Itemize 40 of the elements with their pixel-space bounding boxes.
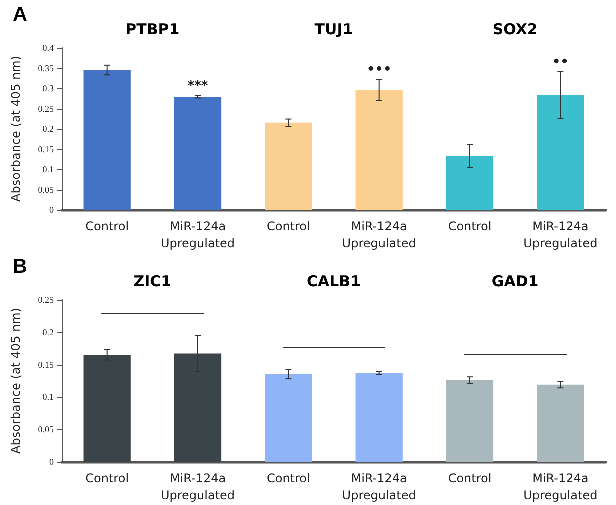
y-tick-label: 0.15 [38,360,54,370]
y-tick-label: 0 [50,457,54,467]
data-label: *** [188,78,208,94]
text: GAD1 [492,272,539,290]
y-tick-label: 0.1 [42,164,54,174]
y-axis-title: Absorbance (at 405 nm) [9,308,23,454]
y-tick-label: 0.4 [42,43,54,53]
y-tick-label: 0.25 [38,104,54,114]
text: ZIC1 [134,272,172,290]
y-tick-label: 0.05 [38,184,54,195]
x-tick-label: Control [448,220,492,234]
y-tick-label: 0.35 [38,63,54,74]
x-tick-label: MiR-124a Upregulated [342,472,416,502]
y-tick-label: 0.1 [42,392,54,402]
y-tick-label: 0.2 [42,327,54,338]
data-label: •• [552,54,569,70]
x-tick-label: MiR-124a Upregulated [524,472,598,502]
text: PTBP1 [126,20,180,38]
y-axis-title: Absorbance (at 405 nm) [9,56,23,202]
y-tick-label: 0.3 [42,84,54,94]
x-tick-label: Control [448,472,492,486]
y-tick-label: 0 [50,205,54,215]
x-tick-label: Control [86,220,130,234]
x-tick-label: Control [266,472,310,486]
y-tick-label: 0.2 [42,124,54,134]
x-tick-label: MiR-124a Upregulated [342,220,416,250]
text: TUJ1 [314,20,354,38]
chart-title: B [13,256,28,278]
data-label: ••• [366,62,392,78]
text: SOX2 [492,20,538,38]
y-tick-label: 0.15 [38,144,54,154]
chart-title: A [13,4,28,26]
y-tick-label: 0.25 [38,295,54,305]
x-tick-label: Control [86,472,130,486]
y-tick-label: 0.05 [38,424,54,435]
x-tick-label: MiR-124a Upregulated [524,220,598,250]
x-tick-label: MiR-124a Upregulated [160,220,236,250]
text: CALB1 [306,272,362,290]
x-tick-label: MiR-124a Upregulated [160,472,236,502]
x-tick-label: Control [266,220,310,234]
